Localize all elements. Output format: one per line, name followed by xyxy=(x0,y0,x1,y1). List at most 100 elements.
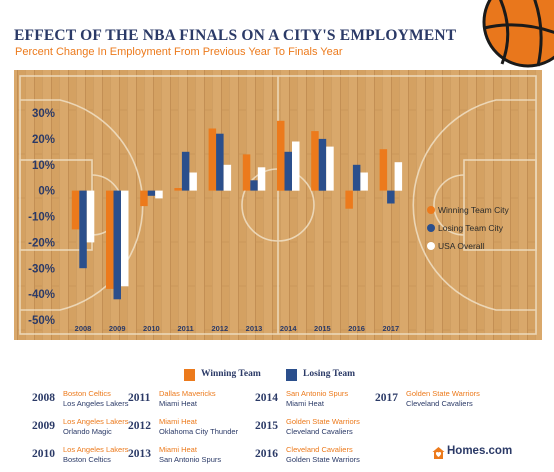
y-tick-label: -10% xyxy=(28,212,55,224)
finals-year: 2010 xyxy=(32,448,55,460)
finals-winner: Dallas Mavericks xyxy=(159,389,216,398)
x-tick-label: 2012 xyxy=(211,324,228,333)
y-tick-label: 10% xyxy=(32,160,55,172)
x-tick-label: 2013 xyxy=(246,324,263,333)
finals-loser: Cleveland Cavaliers xyxy=(286,427,353,436)
chart-subtitle: Percent Change In Employment From Previo… xyxy=(15,46,343,58)
bar-2012-losing xyxy=(216,133,224,191)
finals-loser: Los Angeles Lakers xyxy=(63,399,129,408)
bar-2008-usa xyxy=(86,190,95,243)
finals-winner: Los Angeles Lakers xyxy=(63,417,129,426)
x-tick-label: 2008 xyxy=(75,324,92,333)
x-tick-label: 2009 xyxy=(109,324,126,333)
bar-2016-winning xyxy=(345,190,353,209)
bar-2017-losing xyxy=(387,190,395,204)
finals-loser: Orlando Magic xyxy=(63,427,112,436)
legend-label-usa: USA Overall xyxy=(438,241,485,251)
finals-winner: Cleveland Cavaliers xyxy=(286,445,353,454)
y-axis: 30% 20% 10% 0% -10% -20% -30% -40% -50% xyxy=(28,108,55,327)
y-tick-label: -20% xyxy=(28,237,55,249)
x-tick-label: 2017 xyxy=(382,324,399,333)
finals-loser: Oklahoma City Thunder xyxy=(159,427,239,436)
y-tick-label: -40% xyxy=(28,289,55,301)
bar-2011-usa xyxy=(189,172,197,191)
bar-2009-losing xyxy=(113,190,121,300)
bar-2014-losing xyxy=(284,151,292,191)
bar-2009-usa xyxy=(121,190,129,287)
finals-entry-2013: 2013 Miami Heat San Antonio Spurs xyxy=(128,445,258,467)
y-tick-label: 30% xyxy=(32,108,55,120)
finals-year: 2016 xyxy=(255,448,278,460)
bar-2017-usa xyxy=(394,162,403,191)
bar-2010-losing xyxy=(147,190,156,196)
finals-loser: Golden State Warriors xyxy=(286,455,360,464)
finals-entry-2012: 2012 Miami Heat Oklahoma City Thunder xyxy=(128,417,258,439)
winning-team-label: Winning Team xyxy=(201,369,261,379)
legend-label-winning: Winning Team City xyxy=(438,205,509,215)
bar-2011-losing xyxy=(181,151,190,191)
bar-2015-winning xyxy=(311,131,319,191)
bar-2011-winning xyxy=(174,188,182,191)
bar-2014-usa xyxy=(292,141,300,191)
finals-entry-2016: 2016 Cleveland Cavaliers Golden State Wa… xyxy=(255,445,385,467)
legend-dot-losing xyxy=(427,224,435,232)
finals-entry-2014: 2014 San Antonio Spurs Miami Heat xyxy=(255,389,385,411)
finals-year: 2012 xyxy=(128,420,151,432)
finals-year: 2013 xyxy=(128,448,151,460)
finals-winner: Golden State Warriors xyxy=(406,389,480,398)
y-tick-label: 0% xyxy=(38,186,55,198)
finals-entry-2011: 2011 Dallas Mavericks Miami Heat xyxy=(128,389,258,411)
legend-dot-usa xyxy=(427,242,435,250)
finals-loser: Miami Heat xyxy=(159,399,197,408)
legend-dot-winning xyxy=(427,206,435,214)
bar-2013-usa xyxy=(257,167,266,191)
bar-2008-winning xyxy=(71,190,80,230)
finals-entry-2010: 2010 Los Angeles Lakers Boston Celtics xyxy=(32,445,162,467)
finals-entry-2009: 2009 Los Angeles Lakers Orlando Magic xyxy=(32,417,162,439)
winning-team-swatch xyxy=(184,369,195,381)
finals-entry-2008: 2008 Boston Celtics Los Angeles Lakers xyxy=(32,389,162,411)
y-tick-label: -50% xyxy=(28,315,55,327)
bar-2017-winning xyxy=(379,149,388,191)
x-tick-label: 2016 xyxy=(348,324,365,333)
finals-winner: Miami Heat xyxy=(159,445,197,454)
finals-loser: San Antonio Spurs xyxy=(159,455,222,464)
bar-2009-winning xyxy=(106,190,114,289)
finals-winner: Miami Heat xyxy=(159,417,197,426)
bar-2012-winning xyxy=(208,128,217,191)
bar-2013-winning xyxy=(242,154,251,191)
losing-team-label: Losing Team xyxy=(303,369,356,379)
finals-winner: Boston Celtics xyxy=(63,389,111,398)
finals-year: 2011 xyxy=(128,392,151,404)
losing-team-swatch xyxy=(286,369,297,381)
bar-2008-losing xyxy=(79,190,87,269)
bar-2010-usa xyxy=(155,190,163,199)
bar-2013-losing xyxy=(250,180,258,191)
x-axis: 2008 2009 2010 2011 2012 2013 2014 2015 2016 2017 xyxy=(75,324,399,333)
finals-winner: San Antonio Spurs xyxy=(286,389,349,398)
x-tick-label: 2015 xyxy=(314,324,331,333)
finals-year: 2014 xyxy=(255,392,278,404)
bar-2016-losing xyxy=(352,164,361,191)
bar-2012-usa xyxy=(223,164,232,191)
home-heart-icon xyxy=(432,447,445,459)
bar-2014-winning xyxy=(277,120,285,191)
chart-title: EFFECT OF THE NBA FINALS ON A CITY'S EMP… xyxy=(14,27,457,44)
y-tick-label: -30% xyxy=(28,263,55,275)
bar-2015-usa xyxy=(326,146,334,191)
finals-winner: Los Angeles Lakers xyxy=(63,445,129,454)
finals-loser: Cleveland Cavaliers xyxy=(406,399,473,408)
legend-label-losing: Losing Team City xyxy=(438,223,504,233)
bar-2015-losing xyxy=(318,138,327,191)
finals-year: 2017 xyxy=(375,392,398,404)
finals-entry-2015: 2015 Golden State Warriors Cleveland Cav… xyxy=(255,417,385,439)
finals-year: 2015 xyxy=(255,420,278,432)
basketball-icon xyxy=(478,0,554,72)
finals-year: 2008 xyxy=(32,392,55,404)
finals-winner: Golden State Warriors xyxy=(286,417,360,426)
finals-entry-2017: 2017 Golden State Warriors Cleveland Cav… xyxy=(375,389,505,411)
bar-2010-winning xyxy=(140,190,148,207)
finals-loser: Boston Celtics xyxy=(63,455,111,464)
y-tick-label: 20% xyxy=(32,134,55,146)
